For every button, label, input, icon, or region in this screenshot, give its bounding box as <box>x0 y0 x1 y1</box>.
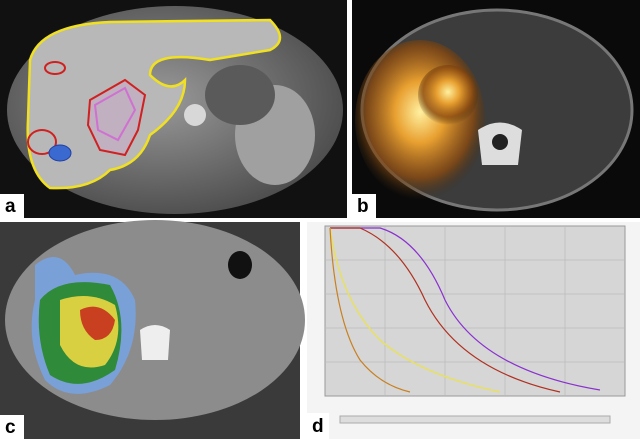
grid <box>325 226 625 396</box>
label-box <box>0 194 24 218</box>
label-box <box>0 415 24 439</box>
dvh-curve <box>329 227 411 393</box>
plot-area <box>324 225 626 397</box>
lesion-contour <box>44 61 66 75</box>
dvh-curve <box>330 227 561 393</box>
label-box <box>307 413 329 439</box>
dvh-curve <box>330 227 601 391</box>
panel-d: d <box>307 222 640 439</box>
panel-label: c <box>5 417 16 438</box>
panel-label: d <box>312 416 324 437</box>
label-box <box>352 194 376 218</box>
vertebra <box>140 325 170 360</box>
panel-label: a <box>5 196 16 217</box>
dose-map <box>80 306 115 340</box>
lesion-contour <box>48 144 72 162</box>
lesion-contour <box>27 129 57 155</box>
panel-b: b <box>352 0 640 218</box>
controls <box>339 415 611 424</box>
panel-c: c <box>0 220 305 439</box>
stomach <box>205 65 275 125</box>
aorta <box>184 104 206 126</box>
liver-contour <box>26 18 282 190</box>
pet-uptake <box>418 65 478 125</box>
pet-uptake <box>355 40 485 200</box>
spinal-canal <box>492 134 508 150</box>
lesion-contour <box>93 86 137 142</box>
bowel-gas <box>228 251 252 279</box>
dvh-curve <box>329 227 501 393</box>
panel-label: b <box>357 196 369 217</box>
panel-a: a <box>0 0 347 218</box>
